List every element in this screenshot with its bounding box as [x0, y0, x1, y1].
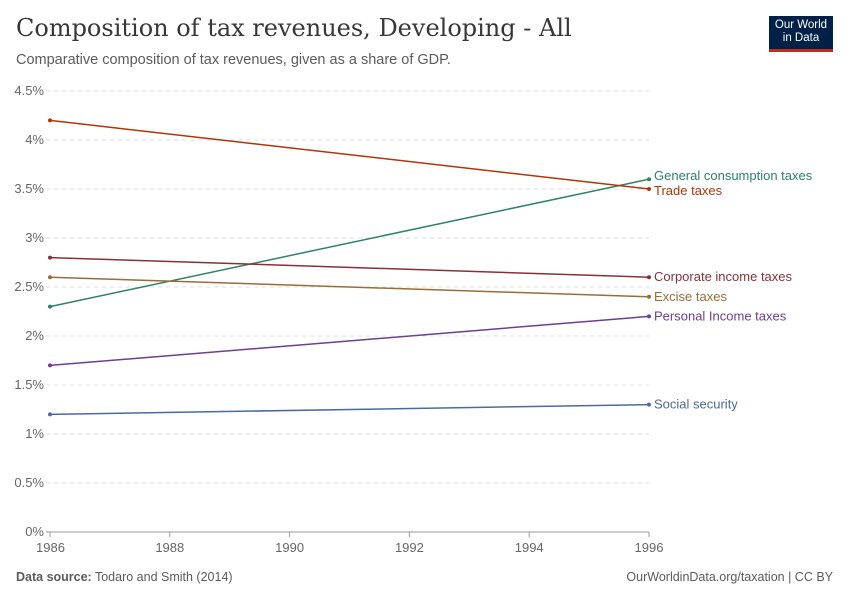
chart-title: Composition of tax revenues, Developing … [16, 14, 572, 42]
y-tick-label: 0.5% [14, 475, 44, 490]
data-point [48, 255, 52, 260]
x-tick-label: 1994 [515, 540, 544, 555]
data-point [647, 177, 651, 182]
series-line [49, 119, 650, 190]
data-point [647, 314, 651, 319]
data-point [647, 402, 651, 407]
series-label: Social security [654, 397, 738, 412]
chart-subtitle: Comparative composition of tax revenues,… [16, 52, 451, 68]
series-label: General consumption taxes [654, 168, 813, 183]
y-tick-label: 2.5% [14, 279, 44, 294]
y-tick-label: 3.5% [14, 181, 44, 196]
x-tick-label: 1996 [635, 540, 664, 555]
x-tick-label: 1986 [36, 540, 65, 555]
data-point [647, 275, 651, 280]
footer-link[interactable]: OurWorldinData.org/taxation | CC BY [626, 570, 833, 584]
series-line [49, 276, 650, 298]
data-point [647, 187, 651, 191]
source-label: Data source: [16, 570, 92, 584]
series-line [49, 178, 650, 308]
data-point [647, 294, 651, 299]
series-label: Excise taxes [654, 289, 727, 304]
x-tick-label: 1990 [275, 540, 304, 555]
y-tick-label: 1% [25, 426, 44, 441]
data-point [48, 275, 52, 280]
y-tick-label: 1.5% [14, 377, 44, 392]
source-text[interactable]: Todaro and Smith (2014) [94, 570, 233, 584]
y-tick-label: 4.5% [14, 83, 44, 98]
y-tick-label: 2% [25, 328, 44, 343]
series-label: Corporate income taxes [654, 269, 793, 284]
data-source: Data source: Todaro and Smith (2014) [16, 570, 233, 584]
data-point [48, 304, 52, 309]
x-tick-label: 1992 [395, 540, 424, 555]
data-point [48, 363, 52, 368]
y-tick-label: 0% [25, 524, 44, 539]
data-point [48, 118, 52, 123]
series-label: Trade taxes [654, 183, 723, 198]
series-line [49, 256, 650, 278]
x-tick-label: 1988 [155, 540, 184, 555]
owid-logo[interactable]: Our World in Data [769, 16, 833, 52]
y-tick-label: 4% [25, 132, 44, 147]
series-line [49, 315, 650, 367]
series-label: Personal Income taxes [654, 308, 787, 323]
data-point [48, 412, 52, 417]
y-tick-label: 3% [25, 230, 44, 245]
series-line [49, 403, 650, 416]
